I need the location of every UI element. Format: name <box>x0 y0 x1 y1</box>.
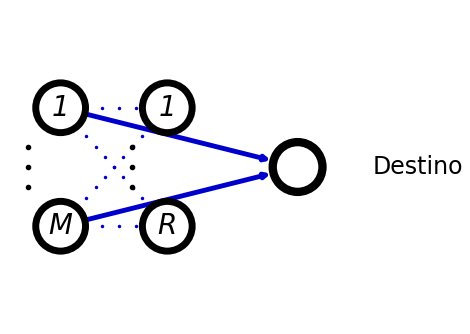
Text: Destino: Destino <box>373 155 463 179</box>
Circle shape <box>36 83 86 133</box>
Circle shape <box>273 142 322 192</box>
Circle shape <box>142 83 192 133</box>
Text: 1: 1 <box>158 94 176 122</box>
Text: 1: 1 <box>52 94 70 122</box>
Circle shape <box>36 201 86 251</box>
Text: M: M <box>48 212 73 240</box>
Circle shape <box>142 201 192 251</box>
Text: R: R <box>157 212 177 240</box>
